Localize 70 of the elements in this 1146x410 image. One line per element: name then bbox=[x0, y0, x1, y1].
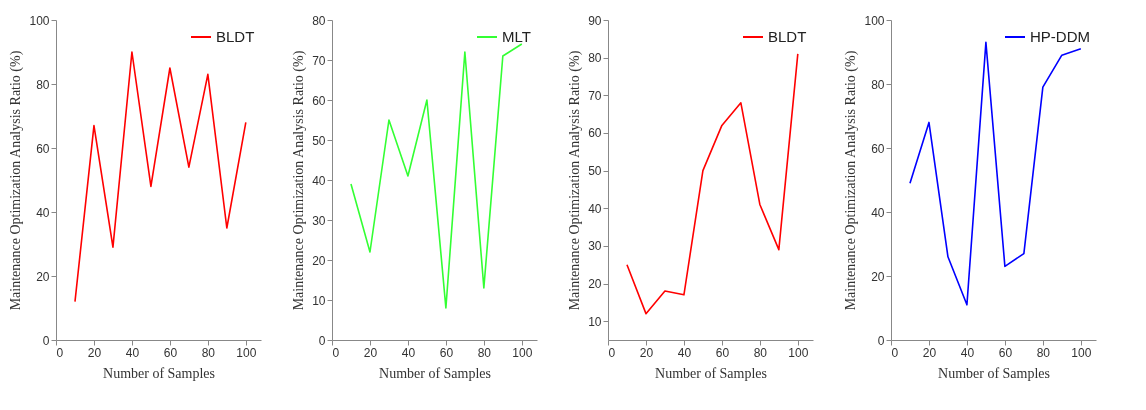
y-tick-label: 80 bbox=[312, 13, 326, 28]
y-tick-label: 40 bbox=[312, 173, 326, 188]
x-tick-label: 0 bbox=[891, 345, 899, 360]
x-tick-label: 0 bbox=[56, 345, 64, 360]
x-axis-title: Number of Samples bbox=[938, 365, 1050, 381]
legend-label: HP-DDM bbox=[1030, 28, 1090, 45]
x-tick-label: 40 bbox=[125, 345, 140, 360]
line-series bbox=[909, 41, 1082, 306]
y-tick-label: 60 bbox=[871, 141, 885, 156]
y-tick-label: 0 bbox=[318, 333, 326, 348]
x-tick-label: 100 bbox=[512, 345, 533, 360]
y-tick-label: 80 bbox=[871, 77, 885, 92]
y-axis-title: Maintenance Optimization Analysis Ratio (%) bbox=[843, 50, 860, 311]
x-tick-label: 60 bbox=[998, 345, 1013, 360]
x-tick-label: 20 bbox=[922, 345, 937, 360]
y-tick-label: 80 bbox=[36, 77, 50, 92]
x-tick-label: 40 bbox=[960, 345, 975, 360]
line-series bbox=[626, 53, 799, 315]
y-tick-label: 80 bbox=[588, 51, 602, 66]
x-tick-label: 60 bbox=[439, 345, 454, 360]
y-tick-label: 40 bbox=[588, 201, 602, 216]
x-tick-label: 0 bbox=[332, 345, 340, 360]
y-tick-label: 20 bbox=[588, 277, 602, 292]
x-tick-label: 0 bbox=[608, 345, 616, 360]
legend-label: BLDT bbox=[768, 28, 807, 45]
x-tick-label: 100 bbox=[236, 345, 257, 360]
y-axis-title: Maintenance Optimization Analysis Ratio (%) bbox=[291, 50, 308, 311]
x-tick-label: 80 bbox=[201, 345, 216, 360]
y-tick-label: 40 bbox=[36, 205, 50, 220]
y-axis-title: Maintenance Optimization Analysis Ratio (%) bbox=[567, 50, 584, 311]
x-axis-title: Number of Samples bbox=[655, 365, 767, 381]
y-tick-label: 70 bbox=[312, 53, 326, 68]
x-tick-label: 20 bbox=[87, 345, 102, 360]
x-tick-label: 60 bbox=[163, 345, 178, 360]
x-tick-label: 40 bbox=[401, 345, 416, 360]
y-tick-label: 100 bbox=[864, 13, 885, 28]
y-tick-label: 30 bbox=[312, 213, 326, 228]
y-tick-label: 30 bbox=[588, 239, 602, 254]
x-tick-label: 80 bbox=[753, 345, 768, 360]
line-series bbox=[74, 51, 247, 303]
legend-label: MLT bbox=[502, 28, 531, 45]
y-tick-label: 60 bbox=[312, 93, 326, 108]
x-tick-label: 80 bbox=[1036, 345, 1051, 360]
y-tick-label: 10 bbox=[588, 314, 602, 329]
y-tick-label: 0 bbox=[877, 333, 885, 348]
x-tick-label: 20 bbox=[639, 345, 654, 360]
y-axis-title: Maintenance Optimization Analysis Ratio (%) bbox=[8, 50, 25, 311]
y-tick-label: 40 bbox=[871, 205, 885, 220]
legend-label: BLDT bbox=[216, 28, 255, 45]
y-tick-label: 20 bbox=[36, 269, 50, 284]
x-tick-label: 60 bbox=[715, 345, 730, 360]
y-tick-label: 90 bbox=[588, 13, 602, 28]
y-tick-label: 60 bbox=[588, 126, 602, 141]
x-tick-label: 20 bbox=[363, 345, 378, 360]
line-series bbox=[350, 43, 523, 309]
x-tick-label: 40 bbox=[677, 345, 692, 360]
x-tick-label: 100 bbox=[1071, 345, 1092, 360]
y-tick-label: 70 bbox=[588, 88, 602, 103]
y-tick-label: 10 bbox=[312, 293, 326, 308]
x-tick-label: 80 bbox=[477, 345, 492, 360]
y-tick-label: 20 bbox=[312, 253, 326, 268]
x-axis-title: Number of Samples bbox=[379, 365, 491, 381]
y-tick-label: 0 bbox=[42, 333, 50, 348]
x-axis-title: Number of Samples bbox=[103, 365, 215, 381]
y-tick-label: 60 bbox=[36, 141, 50, 156]
x-tick-label: 100 bbox=[788, 345, 809, 360]
y-tick-label: 100 bbox=[29, 13, 50, 28]
y-tick-label: 20 bbox=[871, 269, 885, 284]
y-tick-label: 50 bbox=[312, 133, 326, 148]
y-tick-label: 50 bbox=[588, 164, 602, 179]
